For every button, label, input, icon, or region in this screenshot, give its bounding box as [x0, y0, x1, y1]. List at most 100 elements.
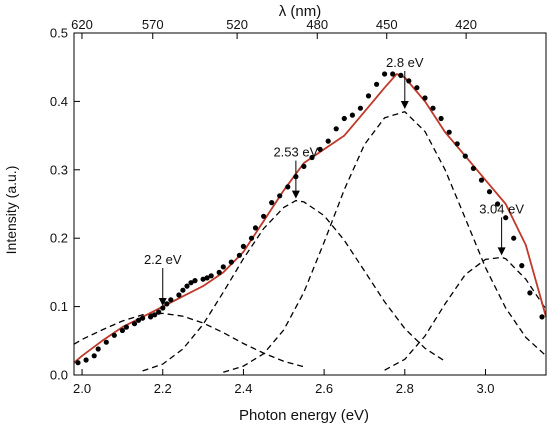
data-point	[184, 283, 190, 289]
data-point	[119, 327, 125, 334]
top-tick-label: 420	[455, 17, 477, 32]
data-point	[131, 321, 138, 327]
data-point	[261, 213, 267, 219]
data-point	[446, 129, 452, 135]
bottom-axis: 2.0 2.2 2.4 2.6 2.8 3.0	[73, 369, 495, 396]
data-point	[269, 200, 275, 206]
data-point	[164, 301, 170, 307]
data-point	[135, 317, 142, 323]
data-point	[519, 263, 525, 269]
x-tick-label: 2.8	[396, 381, 414, 396]
component-curve	[384, 256, 547, 371]
x-tick-label: 2.4	[234, 381, 252, 396]
data-point	[204, 275, 210, 281]
top-axis: 620 570 520 480 450 420	[71, 17, 477, 39]
data-point	[277, 193, 283, 199]
data-point	[470, 165, 476, 171]
data-point	[148, 314, 154, 320]
data-point	[301, 163, 307, 169]
data-point	[374, 81, 380, 87]
data-point	[341, 115, 347, 122]
data-point	[495, 201, 501, 207]
data-point	[252, 225, 259, 231]
data-point	[414, 85, 420, 91]
data-point	[503, 215, 509, 221]
data-point	[349, 112, 355, 118]
top-tick-label: 570	[142, 17, 164, 32]
data-point	[539, 314, 545, 320]
annotation-arrow-head	[291, 190, 300, 199]
data-point	[285, 184, 291, 190]
top-tick-label: 520	[226, 17, 248, 32]
data-point	[390, 71, 396, 77]
data-point	[220, 264, 226, 270]
data-point	[140, 315, 146, 321]
data-point	[228, 259, 234, 265]
data-point	[430, 105, 436, 111]
annotation-label: 3.04 eV	[479, 201, 524, 216]
annotation-arrow-head	[497, 247, 506, 256]
data-point	[176, 292, 182, 298]
data-point	[192, 278, 198, 284]
data-point	[317, 146, 323, 152]
data-point	[333, 126, 339, 132]
data-point	[511, 235, 517, 241]
data-point	[160, 305, 166, 311]
data-point	[527, 290, 533, 296]
data-point	[398, 72, 404, 78]
x-tick-label: 3.0	[476, 381, 494, 396]
annotation-label: 2.8 eV	[386, 55, 424, 70]
data-point	[357, 105, 363, 111]
data-point	[75, 360, 81, 366]
data-point	[83, 357, 89, 363]
data-point	[188, 280, 194, 286]
plot-frame	[73, 32, 547, 376]
data-point	[123, 324, 129, 330]
x-axis-label: Photon energy (eV)	[239, 407, 369, 424]
data-point	[365, 93, 372, 99]
left-axis: 0.0 0.1 0.2 0.3 0.4 0.5	[50, 26, 80, 383]
x-tick-label: 2.2	[154, 381, 172, 396]
y-tick-label: 0.3	[50, 162, 68, 177]
data-point	[438, 115, 444, 122]
x-tick-label: 2.0	[73, 381, 91, 396]
data-point	[208, 273, 214, 279]
data-point	[200, 276, 206, 282]
data-point	[478, 177, 485, 183]
component-curve	[142, 199, 446, 372]
data-point	[103, 339, 109, 345]
top-axis-label: λ (nm)	[279, 3, 322, 20]
component-curves	[73, 110, 547, 373]
data-point	[95, 346, 101, 352]
annotation-label: 2.53 eV	[273, 145, 318, 160]
top-tick-label: 480	[306, 17, 328, 32]
data-point	[382, 71, 388, 77]
y-tick-label: 0.0	[50, 368, 68, 383]
data-point	[152, 312, 158, 318]
y-tick-label: 0.5	[50, 26, 68, 41]
data-point	[325, 138, 331, 144]
data-point	[236, 252, 242, 258]
y-tick-label: 0.4	[50, 94, 68, 109]
annotation-arrow-head	[400, 100, 409, 109]
data-point	[91, 353, 97, 359]
peak-annotations: 2.2 eV 2.53 eV 2.8 eV 3.04 eV	[144, 55, 524, 306]
x-tick-label: 2.6	[315, 381, 333, 396]
data-point	[111, 332, 117, 338]
component-curve	[223, 110, 547, 373]
top-tick-label: 450	[376, 17, 398, 32]
data-point	[406, 78, 412, 84]
data-point	[156, 309, 162, 315]
data-point	[240, 243, 246, 249]
data-point	[180, 287, 186, 293]
annotation-arrow-head	[158, 297, 167, 306]
y-tick-label: 0.2	[50, 231, 68, 246]
component-curve	[73, 312, 305, 368]
data-point	[168, 297, 174, 303]
data-point	[462, 153, 468, 159]
data-points	[75, 71, 545, 366]
annotation-label: 2.2 eV	[144, 252, 182, 267]
data-point	[454, 141, 460, 147]
y-axis-label: Intensity (a.u.)	[3, 166, 19, 255]
